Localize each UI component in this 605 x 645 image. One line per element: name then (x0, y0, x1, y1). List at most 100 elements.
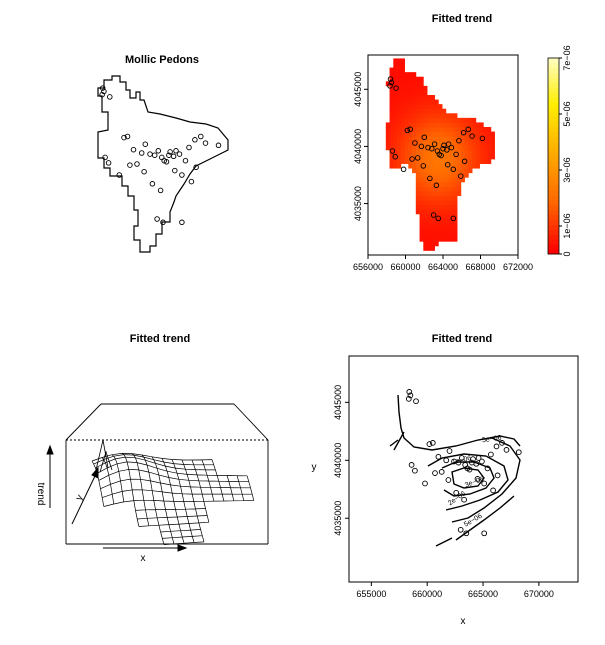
heatmap-cell (400, 154, 405, 160)
heatmap-cell (397, 113, 402, 119)
heatmap-cell (427, 236, 432, 242)
heatmap-cell (442, 113, 447, 119)
heatmap-cell (423, 186, 428, 192)
heatmap-point (409, 156, 415, 162)
heatmap-cell (389, 131, 394, 137)
heatmap-cells (385, 58, 495, 251)
heatmap-cell (438, 227, 443, 233)
heatmap-cell (483, 159, 488, 164)
heatmap-cell (397, 95, 402, 100)
contour-y-tick-label: 4045000 (333, 385, 343, 420)
heatmap-cell (423, 113, 428, 119)
heatmap-cell (389, 76, 394, 82)
heatmap-cell (400, 76, 405, 82)
heatmap-point (418, 143, 425, 150)
heatmap-cell (412, 113, 417, 119)
heatmap-cell (404, 140, 409, 146)
colorbar-swatch (548, 92, 559, 98)
heatmap-axes: 656000 660000 664000 668000 672000 4035000 404… (353, 72, 533, 272)
pedon-point (173, 148, 179, 154)
contour-frame (348, 355, 579, 583)
heatmap-cell (460, 163, 465, 169)
heatmap-cell (419, 213, 424, 219)
heatmap-cell (468, 117, 473, 123)
heatmap-cell (415, 90, 420, 96)
heatmap-cell (438, 204, 443, 210)
heatmap-cell (415, 181, 420, 187)
colorbar-tick-label: 3e−06 (562, 157, 572, 182)
heatmap-point (479, 135, 486, 142)
heatmap-cell (442, 136, 447, 142)
heatmap-cell (393, 140, 398, 146)
heatmap-cell (434, 104, 439, 110)
heatmap-cell (445, 213, 450, 219)
heatmap-cell (412, 108, 417, 114)
contour-point (408, 462, 415, 468)
pedon-point (176, 151, 183, 157)
heatmap-cell (449, 204, 454, 210)
heatmap-cell (430, 163, 435, 169)
heatmap-cell (457, 131, 462, 137)
heatmap-cell (434, 241, 439, 247)
heatmap-cell (464, 172, 469, 178)
heatmap-cell (427, 200, 432, 206)
heatmap-cell (430, 172, 435, 178)
heatmap-cell (457, 159, 462, 164)
heatmap-cell (430, 108, 435, 114)
heatmap-cell (445, 191, 450, 196)
heatmap-cell (475, 131, 480, 137)
contour-x-tick-label: 670000 (524, 589, 554, 599)
heatmap-cell (438, 209, 443, 215)
heatmap-cell (479, 145, 484, 151)
colorbar: 0 1e−06 3e−06 5e−06 7e−06 (547, 45, 572, 257)
pedon-point (157, 187, 164, 194)
pedon-point (124, 133, 131, 140)
heatmap-cell (453, 181, 458, 187)
heatmap-cell (490, 131, 495, 137)
heatmap-cell (449, 113, 454, 119)
heatmap-cell (434, 218, 439, 224)
heatmap-cell (434, 122, 439, 128)
heatmap-cell (423, 181, 428, 187)
heatmap-cell (438, 131, 443, 137)
heatmap-cell (415, 85, 420, 91)
heatmap-cell (412, 163, 417, 169)
heatmap-point (400, 166, 407, 173)
heatmap-cell (419, 209, 424, 215)
heatmap-cell (427, 195, 432, 201)
contour-point (494, 472, 501, 479)
heatmap-cell (457, 168, 462, 174)
heatmap-x-tick-label: 660000 (390, 262, 420, 272)
heatmap-cell (419, 136, 424, 142)
heatmap-cell (449, 232, 454, 238)
heatmap-cell (449, 236, 454, 242)
contour-points (405, 389, 522, 537)
heatmap-cell (408, 99, 413, 105)
heatmap-cell (430, 186, 435, 192)
panel-heatmap: Fitted trend 656000 660000 664000 668000 672… (353, 13, 572, 272)
contour-point (490, 487, 496, 494)
heatmap-cell (389, 159, 394, 164)
surface-zlabel: trend (35, 483, 46, 506)
colorbar-swatch (548, 67, 559, 74)
heatmap-cell (419, 99, 424, 105)
heatmap-cell (445, 227, 450, 233)
heatmap-cell (412, 159, 417, 164)
heatmap-cell (415, 81, 420, 87)
heatmap-cell (412, 149, 417, 155)
heatmap-cell (434, 227, 439, 233)
pedon-point (182, 157, 189, 164)
heatmap-cell (419, 131, 424, 137)
heatmap-cell (389, 72, 394, 78)
heatmap-cell (419, 149, 424, 155)
heatmap-cell (389, 140, 394, 146)
heatmap-cell (453, 131, 458, 137)
heatmap-cell (404, 95, 409, 100)
heatmap-cell (434, 117, 439, 123)
heatmap-cell (487, 127, 492, 132)
heatmap-cell (453, 232, 458, 238)
heatmap-cell (449, 159, 454, 164)
heatmap-cell (453, 122, 458, 128)
heatmap-cell (430, 209, 435, 215)
pedon-point (170, 153, 177, 160)
